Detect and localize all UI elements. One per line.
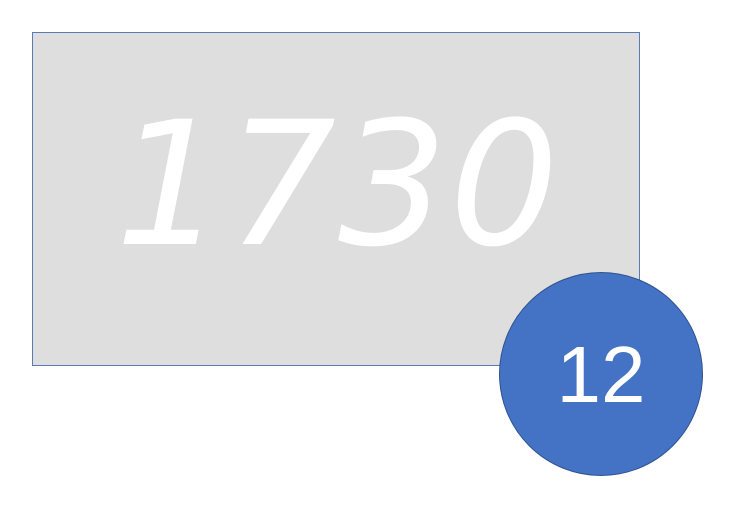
year-label: 1730 [115,84,561,285]
year-card: 1730 [32,32,640,366]
badge-number: 12 [556,330,646,419]
number-badge: 12 [499,272,703,476]
